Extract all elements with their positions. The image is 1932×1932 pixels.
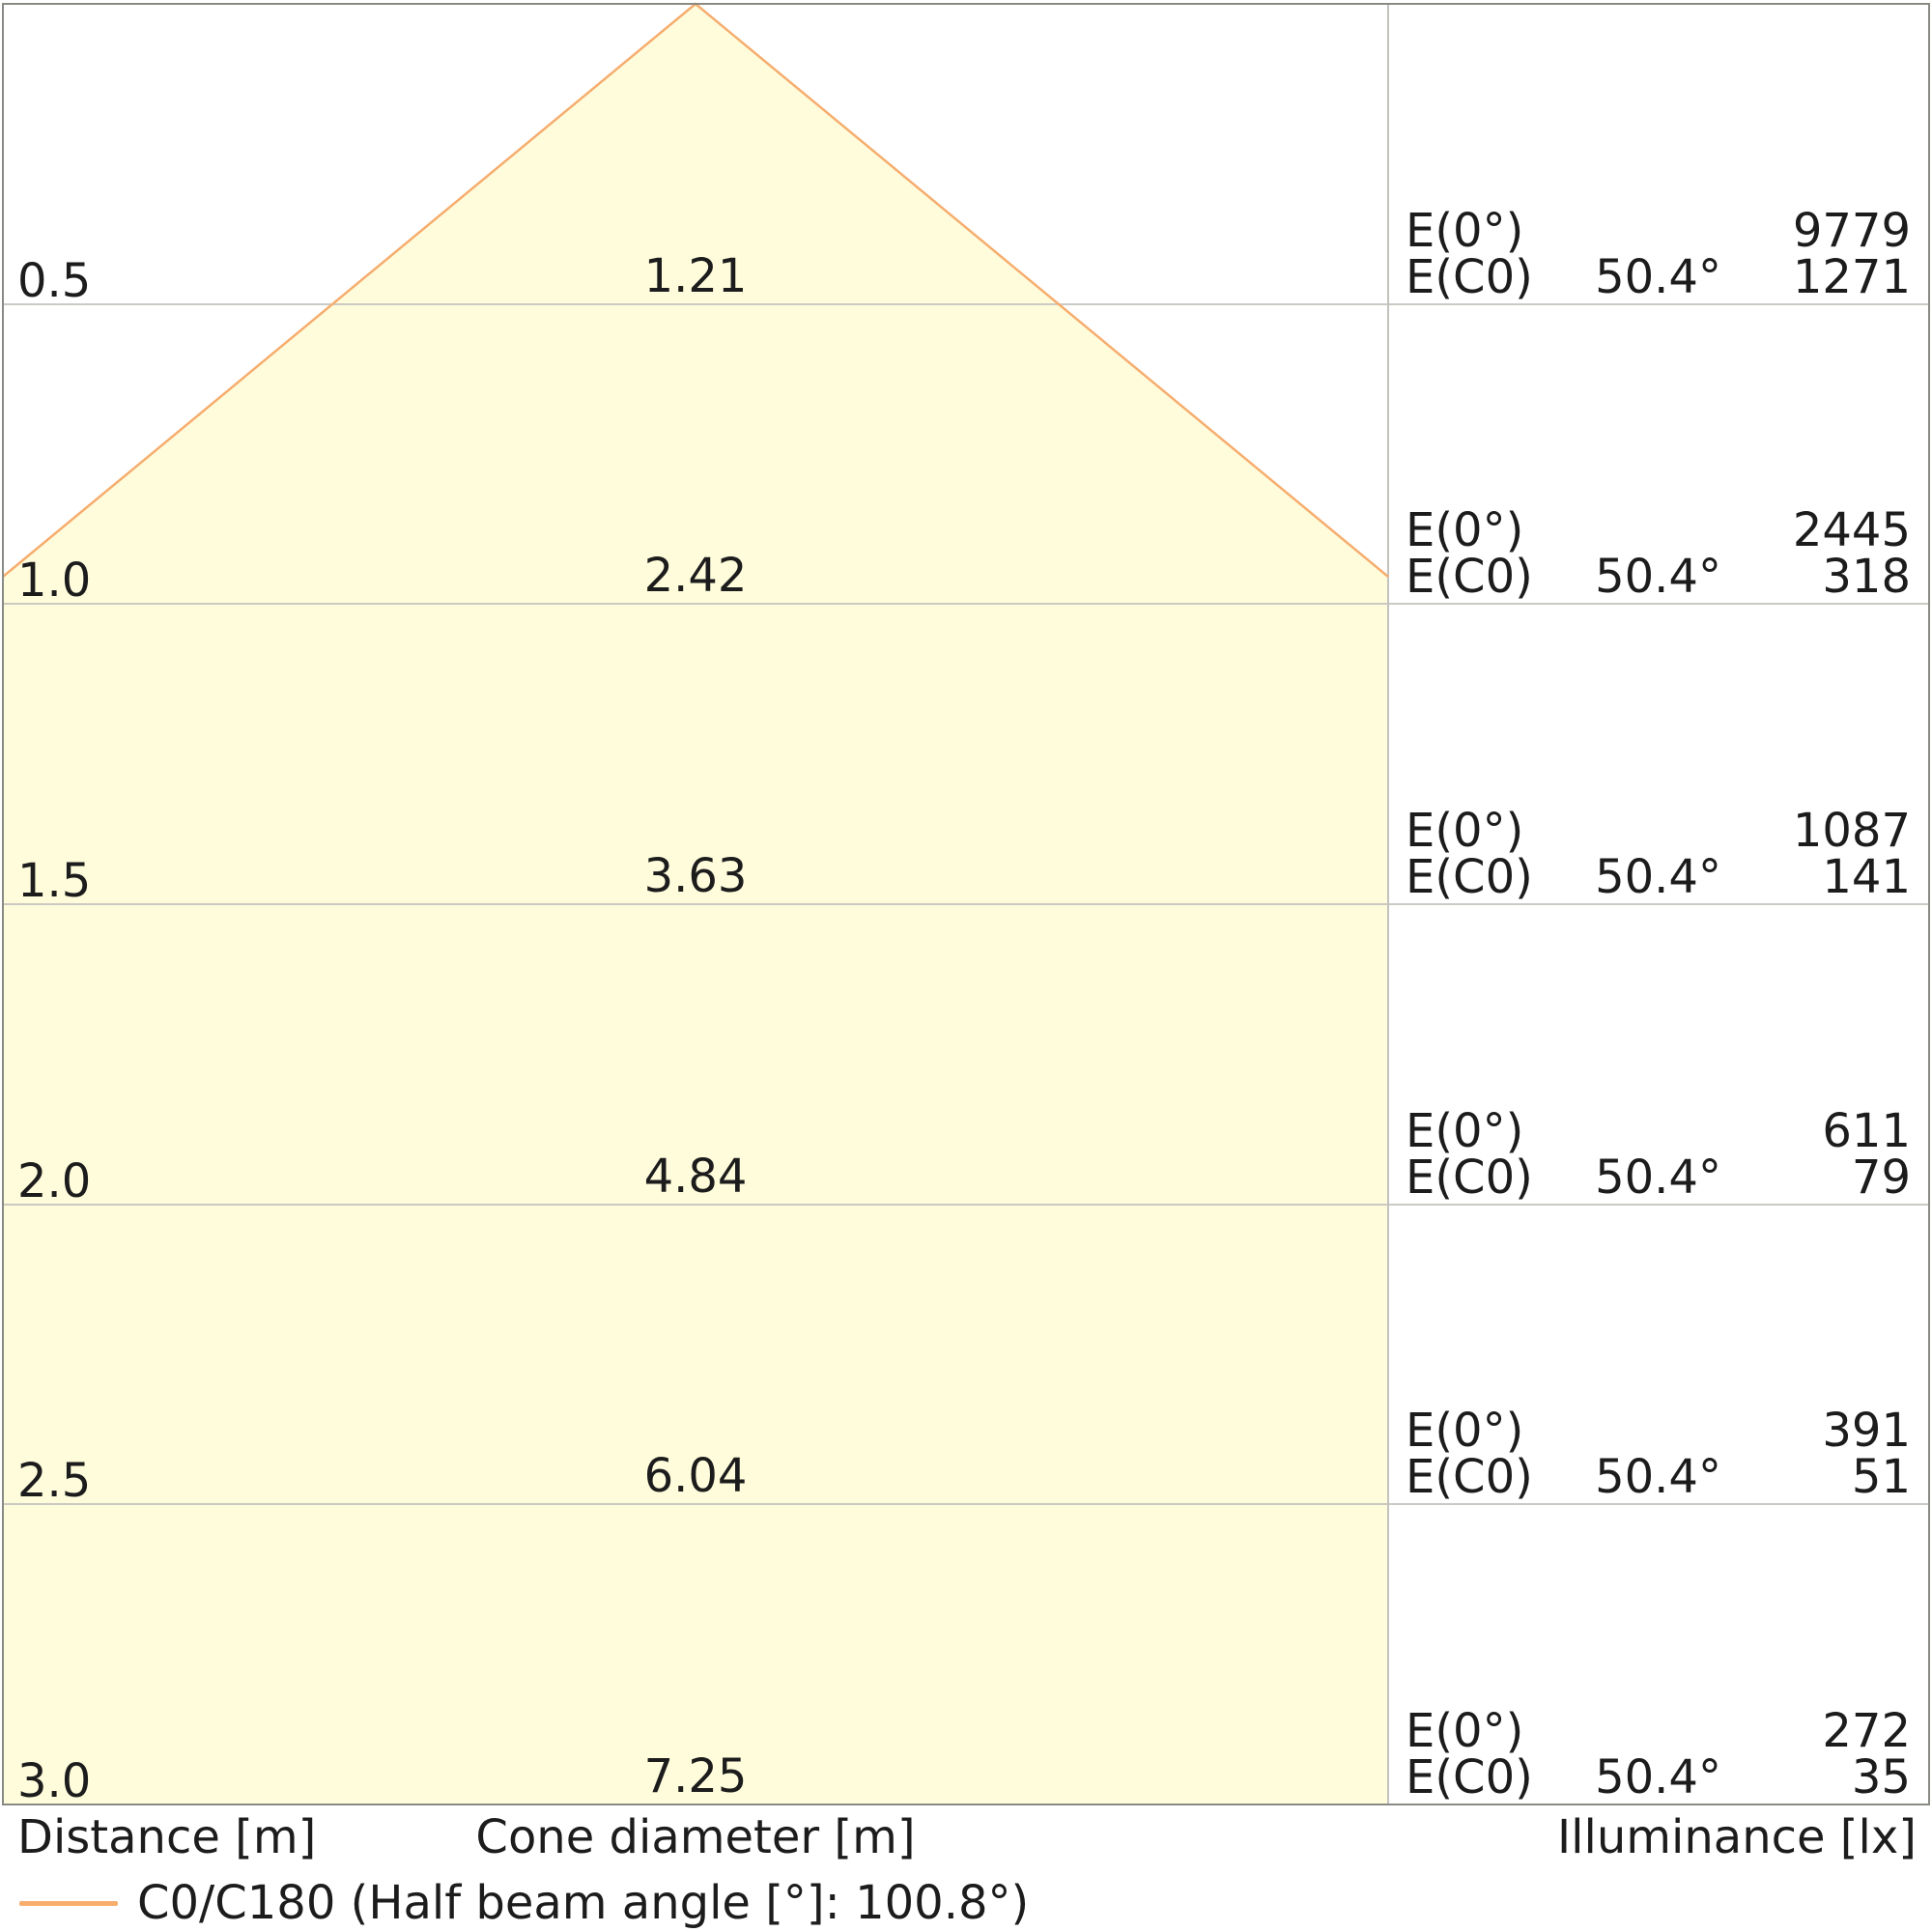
e0-label: E(0°): [1406, 503, 1524, 557]
ec0-line: E(C0) 50.4° 1271: [1406, 254, 1911, 300]
ec0-value: 51: [1851, 1450, 1911, 1504]
ec0-label: E(C0): [1406, 250, 1533, 304]
e0-line: E(0°) 9779: [1406, 208, 1911, 254]
cone-diameter-value: 2.42: [643, 549, 748, 603]
illuminance-cell: E(0°) 9779 E(C0) 50.4° 1271: [1406, 208, 1911, 300]
illuminance-axis-caption: Illuminance [lx]: [1557, 1810, 1917, 1864]
legend-line-swatch: [19, 1900, 118, 1906]
half-beam-angle-value: 50.4°: [1595, 1151, 1721, 1205]
half-beam-angle-value: 50.4°: [1595, 550, 1721, 604]
ec0-line: E(C0) 50.4° 35: [1406, 1754, 1911, 1801]
e0-line: E(0°) 611: [1406, 1108, 1911, 1154]
cone-diameter-value: 6.04: [643, 1449, 748, 1503]
e0-value: 611: [1822, 1104, 1911, 1158]
cone-diameter-axis-caption: Cone diameter [m]: [475, 1810, 916, 1864]
illuminance-cell: E(0°) 1087 E(C0) 50.4° 141: [1406, 808, 1911, 900]
ec0-label: E(C0): [1406, 1151, 1533, 1205]
ec0-value: 35: [1851, 1750, 1911, 1804]
legend-label: C0/C180 (Half beam angle [°]: 100.8°): [137, 1875, 1030, 1930]
e0-value: 2445: [1792, 503, 1911, 557]
illuminance-cell: E(0°) 391 E(C0) 50.4° 51: [1406, 1407, 1911, 1500]
ec0-value: 1271: [1792, 250, 1911, 304]
half-beam-angle-value: 50.4°: [1595, 1450, 1721, 1504]
ec0-value: 318: [1822, 550, 1911, 604]
e0-value: 1087: [1792, 804, 1911, 858]
e0-line: E(0°) 1087: [1406, 808, 1911, 854]
e0-line: E(0°) 391: [1406, 1407, 1911, 1454]
e0-label: E(0°): [1406, 1404, 1524, 1458]
e0-label: E(0°): [1406, 804, 1524, 858]
distance-label: 2.5: [17, 1454, 92, 1508]
e0-value: 9779: [1792, 204, 1911, 258]
ec0-line: E(C0) 50.4° 141: [1406, 854, 1911, 900]
e0-value: 272: [1822, 1704, 1911, 1758]
ec0-label: E(C0): [1406, 1450, 1533, 1504]
ec0-label: E(C0): [1406, 550, 1533, 604]
distance-label: 1.5: [17, 854, 92, 908]
illuminance-cell: E(0°) 272 E(C0) 50.4° 35: [1406, 1708, 1911, 1801]
distance-label: 3.0: [17, 1754, 92, 1808]
cone-diameter-value: 1.21: [643, 249, 748, 303]
cone-diameter-value: 3.63: [643, 849, 748, 903]
half-beam-angle-value: 50.4°: [1595, 250, 1721, 304]
half-beam-angle-value: 50.4°: [1595, 850, 1721, 904]
e0-label: E(0°): [1406, 1104, 1524, 1158]
ec0-label: E(C0): [1406, 850, 1533, 904]
e0-label: E(0°): [1406, 204, 1524, 258]
distance-label: 0.5: [17, 254, 92, 308]
e0-line: E(0°) 272: [1406, 1708, 1911, 1754]
e0-value: 391: [1822, 1404, 1911, 1458]
e0-line: E(0°) 2445: [1406, 507, 1911, 554]
ec0-line: E(C0) 50.4° 79: [1406, 1154, 1911, 1201]
ec0-value: 141: [1822, 850, 1911, 904]
grid-lines: [3, 303, 1929, 1505]
distance-label: 2.0: [17, 1154, 92, 1208]
ec0-line: E(C0) 50.4° 51: [1406, 1454, 1911, 1500]
e0-label: E(0°): [1406, 1704, 1524, 1758]
ec0-line: E(C0) 50.4° 318: [1406, 554, 1911, 600]
cone-diameter-value: 7.25: [643, 1749, 748, 1804]
distance-label: 1.0: [17, 554, 92, 608]
illuminance-cell: E(0°) 611 E(C0) 50.4° 79: [1406, 1108, 1911, 1201]
plot-border: [2, 3, 1930, 1805]
ec0-label: E(C0): [1406, 1750, 1533, 1804]
legend: C0/C180 (Half beam angle [°]: 100.8°): [19, 1874, 1029, 1932]
ec0-value: 79: [1851, 1151, 1911, 1205]
cone-diameter-value: 4.84: [643, 1150, 748, 1204]
half-beam-angle-value: 50.4°: [1595, 1750, 1721, 1804]
distance-axis-caption: Distance [m]: [17, 1810, 317, 1864]
illuminance-cell: E(0°) 2445 E(C0) 50.4° 318: [1406, 507, 1911, 600]
